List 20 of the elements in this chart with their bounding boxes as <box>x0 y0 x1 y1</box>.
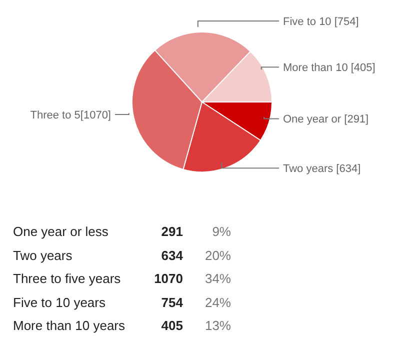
data-label: One year or [291] <box>283 114 369 126</box>
text: 9% <box>211 224 231 240</box>
data-label: Five to 10 [754] <box>283 16 359 28</box>
text: 24% <box>204 294 231 310</box>
data-label: 291 <box>160 224 183 240</box>
data-label: Two years [634] <box>283 162 361 175</box>
category-label: One year or less <box>13 224 110 240</box>
text: 34% <box>204 271 231 286</box>
data-label: More than 10 [405] <box>283 62 376 74</box>
category-label: Two years <box>13 248 74 263</box>
data-label: 754 <box>160 294 183 310</box>
data-label: Three to 5[1070] <box>30 109 111 122</box>
data-label: 405 <box>160 318 183 334</box>
text: 13% <box>204 318 231 334</box>
data-label: 1070 <box>153 271 183 286</box>
category-label: More than 10 years <box>13 318 126 334</box>
text: 20% <box>204 248 231 263</box>
data-label: 634 <box>160 248 183 263</box>
category-label: Three to five years <box>13 271 122 286</box>
category-label: Five to 10 years <box>13 294 106 310</box>
